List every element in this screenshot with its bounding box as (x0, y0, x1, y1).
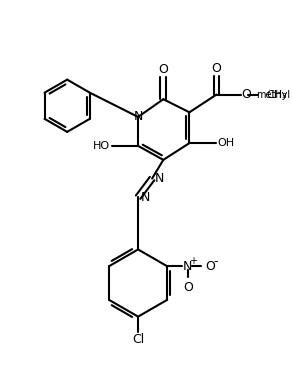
Text: CH₃: CH₃ (266, 90, 287, 100)
Text: O: O (158, 63, 168, 76)
Text: OH: OH (218, 138, 234, 148)
Text: N: N (183, 260, 192, 273)
Text: O: O (211, 62, 221, 75)
Text: Cl: Cl (132, 333, 144, 346)
Text: N: N (141, 191, 150, 204)
Text: +: + (189, 256, 197, 266)
Text: O: O (206, 260, 215, 273)
Text: HO: HO (93, 141, 110, 151)
Text: N: N (133, 110, 143, 124)
Text: O: O (242, 88, 251, 101)
Text: methyl: methyl (256, 90, 290, 100)
Text: -: - (213, 255, 218, 268)
Text: O: O (183, 281, 193, 294)
Text: N: N (155, 172, 164, 185)
